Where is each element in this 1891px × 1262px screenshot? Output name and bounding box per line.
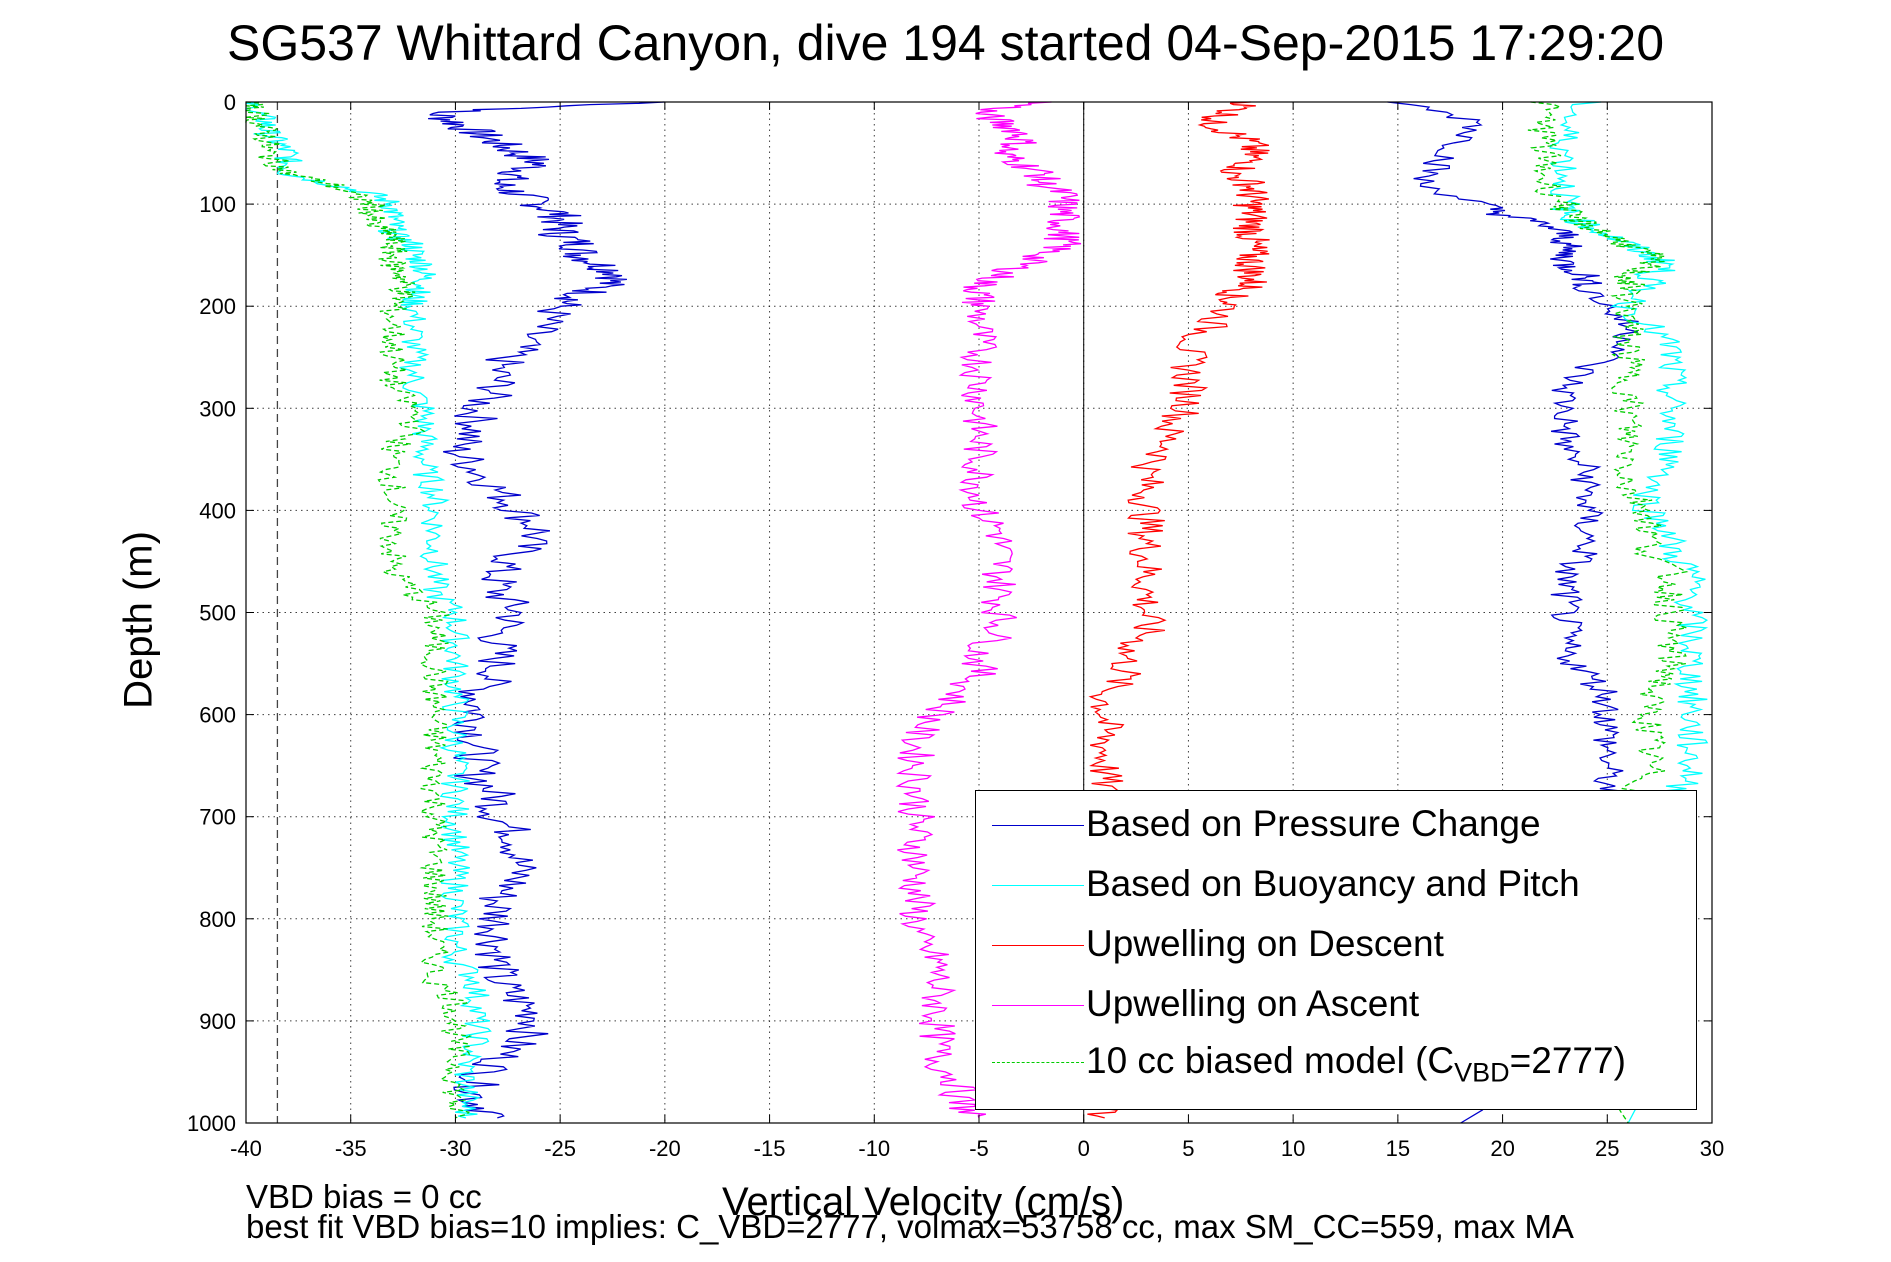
y-tick-label: 100 [199,192,236,217]
footnote-vbd-bias: VBD bias = 0 cc [246,1178,482,1215]
legend: Based on Pressure Change Based on Buoyan… [975,790,1697,1110]
x-tick-label: 25 [1595,1136,1619,1161]
y-tick-label: 300 [199,396,236,421]
y-tick-label: 700 [199,805,236,830]
legend-item-buoyancy: Based on Buoyancy and Pitch [976,859,1696,911]
legend-swatch-buoyancy [992,885,1084,886]
y-tick-label: 0 [224,90,236,115]
x-tick-label: 30 [1700,1136,1724,1161]
ascent-series-line-3 [1527,101,1689,1124]
legend-item-descent: Upwelling on Descent [976,919,1696,971]
x-tick-label: 15 [1386,1136,1410,1161]
x-tick-label: 0 [1078,1136,1090,1161]
x-axis-label: Vertical Velocity (cm/s) [722,1180,1125,1224]
legend-label: Upwelling on Descent [1086,923,1444,964]
ascent-series-line-2 [1549,101,1709,1124]
x-tick-label: 5 [1182,1136,1194,1161]
legend-item-pressure: Based on Pressure Change [976,799,1696,851]
legend-label-model: 10 cc biased model (CVBD=2777) [1086,1040,1626,1088]
series-line-5 [245,101,473,1119]
series-line-2 [245,101,492,1119]
legend-label: Based on Buoyancy and Pitch [1086,863,1580,904]
x-tick-label: -5 [969,1136,989,1161]
y-tick-label: 800 [199,907,236,932]
x-tick-label: -35 [335,1136,367,1161]
legend-swatch-model [992,1062,1084,1063]
legend-label-main: 10 cc biased model (C [1086,1040,1455,1081]
y-tick-label: 600 [199,703,236,728]
legend-label: Based on Pressure Change [1086,803,1541,844]
x-tick-label: -10 [858,1136,890,1161]
y-tick-label: 1000 [187,1111,236,1136]
series-line-1 [428,101,665,1119]
legend-swatch-descent [992,945,1084,946]
y-axis-label: Depth (m) [116,531,161,709]
y-tick-label: 400 [199,498,236,523]
y-tick-label: 500 [199,601,236,626]
legend-item-ascent: Upwelling on Ascent [976,979,1696,1031]
x-tick-label: -40 [230,1136,262,1161]
y-tick-label: 200 [199,294,236,319]
footnote-best-fit: best fit VBD bias=10 implies: C_VBD=2777… [246,1208,1574,1245]
y-tick-label: 900 [199,1009,236,1034]
legend-label-end: =2777) [1509,1040,1626,1081]
chart-title: SG537 Whittard Canyon, dive 194 started … [226,15,1665,71]
legend-swatch-ascent [992,1005,1084,1006]
series-line-4 [895,101,1082,1119]
x-tick-label: -25 [544,1136,576,1161]
legend-label-sub: VBD [1454,1057,1510,1088]
x-tick-label: -30 [440,1136,472,1161]
ascent-series-line-1 [1387,101,1639,1124]
x-tick-label: -15 [754,1136,786,1161]
x-tick-label: -20 [649,1136,681,1161]
x-tick-label: 10 [1281,1136,1305,1161]
legend-item-model: 10 cc biased model (CVBD=2777) [976,1036,1696,1088]
x-tick-label: 20 [1490,1136,1514,1161]
legend-swatch-pressure [992,825,1084,826]
legend-label: Upwelling on Ascent [1086,983,1420,1024]
